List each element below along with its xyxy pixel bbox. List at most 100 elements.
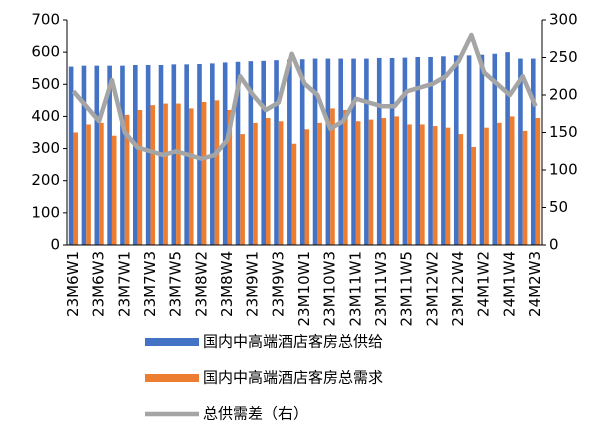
bar [253, 122, 258, 245]
bar [509, 116, 515, 245]
bar [278, 121, 284, 245]
bar [176, 103, 181, 245]
x-tick-label: 23M7W1 [115, 251, 133, 317]
x-tick-label: 23M7W3 [141, 251, 159, 317]
bar [265, 118, 271, 245]
x-tick-label: 24M2W3 [526, 251, 544, 317]
bar [94, 65, 100, 246]
bar [227, 110, 233, 245]
x-tick-label: 23M12W4 [449, 251, 467, 327]
bar [441, 56, 446, 246]
bar [453, 55, 459, 245]
y-tick-label: 200 [31, 171, 60, 189]
bar [381, 118, 387, 245]
bar [111, 135, 117, 245]
bar [343, 110, 348, 245]
x-tick-label: 24M1W4 [500, 251, 518, 317]
x-tick-label: 23M12W2 [423, 251, 441, 327]
bar [291, 143, 297, 245]
y2-tick-label: 200 [549, 86, 578, 104]
x-tick-label: 23M9W1 [244, 251, 262, 317]
x-tick-label: 23M11W3 [372, 251, 390, 327]
bar [99, 122, 104, 245]
bar [145, 65, 151, 245]
bar [124, 114, 130, 245]
y2-tick-label: 0 [549, 236, 559, 254]
y-tick-label: 0 [50, 236, 60, 254]
bar [402, 57, 408, 245]
bar [466, 55, 472, 245]
y-tick-label: 400 [31, 107, 60, 125]
bar [420, 124, 425, 245]
bar [235, 61, 241, 246]
bar [522, 130, 528, 245]
x-tick-label: 23M8W4 [218, 251, 236, 317]
y-tick-label: 700 [31, 11, 60, 29]
bar [214, 100, 220, 245]
y-tick-label: 300 [31, 139, 60, 157]
x-tick-label: 23M11W1 [346, 251, 364, 327]
y-tick-label: 500 [31, 75, 60, 93]
bar [317, 122, 322, 245]
x-tick-label: 23M6W1 [64, 251, 82, 317]
bar [351, 58, 356, 246]
bar [330, 108, 335, 246]
x-tick-label: 23M11W5 [398, 251, 416, 327]
bar [518, 58, 523, 246]
bar [530, 58, 536, 246]
bar [505, 52, 510, 246]
bar [133, 65, 138, 245]
bar [394, 116, 399, 245]
bar [484, 127, 489, 245]
line [71, 32, 538, 161]
bar [197, 64, 202, 246]
bar [73, 132, 79, 245]
bar [240, 134, 245, 245]
bar [338, 58, 344, 246]
bar [287, 59, 292, 246]
bar [479, 54, 485, 245]
bar [188, 108, 194, 246]
y2-tick-label: 50 [549, 198, 568, 216]
x-tick-label: 23M9W3 [269, 251, 287, 317]
legend-swatch [145, 338, 199, 346]
bar [201, 101, 207, 245]
x-tick-label: 23M7W5 [167, 251, 185, 317]
bar [325, 58, 331, 246]
bar [497, 122, 502, 245]
x-tick-label: 23M8W2 [192, 251, 210, 317]
bar [389, 57, 395, 245]
legend-label: 国内中高端酒店客房总供给 [203, 333, 383, 351]
x-tick-label: 23M6W3 [90, 251, 108, 317]
x-tick-label: 24M1W2 [475, 251, 493, 317]
bar [261, 60, 266, 246]
legend-label: 国内中高端酒店客房总需求 [203, 369, 383, 387]
bar [471, 146, 476, 245]
bar [68, 66, 74, 245]
bar [355, 121, 361, 245]
bar [171, 64, 177, 245]
bar [368, 119, 374, 245]
bar [137, 110, 143, 245]
y2-tick-label: 150 [549, 123, 578, 141]
y2-tick-label: 250 [549, 48, 578, 66]
bar [364, 58, 369, 246]
bar [376, 57, 382, 245]
bar [163, 103, 168, 245]
bar [492, 53, 498, 245]
legend-swatch [145, 374, 199, 382]
bar [304, 129, 310, 245]
x-tick-label: 23M10W3 [321, 251, 339, 327]
bar [274, 60, 279, 245]
y2-tick-label: 100 [549, 161, 578, 179]
y2-tick-label: 300 [549, 11, 578, 29]
bar [458, 134, 464, 245]
bar [445, 127, 451, 245]
bar [299, 59, 305, 245]
bar [407, 124, 412, 245]
legend-label: 总供需差（右） [203, 405, 308, 423]
bar [150, 105, 156, 245]
bar [535, 118, 541, 245]
bar [428, 56, 433, 245]
